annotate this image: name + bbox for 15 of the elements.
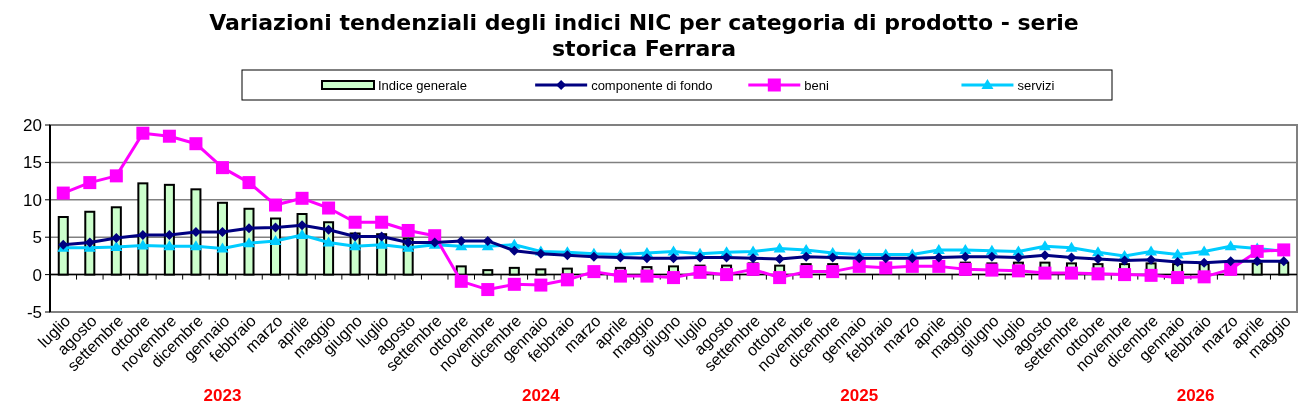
text: 2025 xyxy=(840,386,879,405)
y-tick-label: 10 xyxy=(23,190,42,210)
legend-label: Indice generale xyxy=(378,78,467,93)
y-tick-label: 5 xyxy=(32,228,42,248)
legend-label: beni xyxy=(804,78,829,93)
chart-title: Variazioni tendenziali degli indici NIC per categoria di prodotto - serie storica Ferrara xyxy=(209,10,1079,61)
y-tick-label: -5 xyxy=(26,302,42,322)
y-tick-label: 0 xyxy=(32,265,42,285)
y-tick-label: 15 xyxy=(23,153,42,173)
text: 2026 xyxy=(1176,386,1215,405)
legend-label: componente di fondo xyxy=(591,78,713,93)
legend-label: servizi xyxy=(1017,78,1055,93)
text: 2024 xyxy=(521,386,561,405)
text: 2023 xyxy=(203,386,242,405)
y-tick-label: 20 xyxy=(23,115,42,135)
